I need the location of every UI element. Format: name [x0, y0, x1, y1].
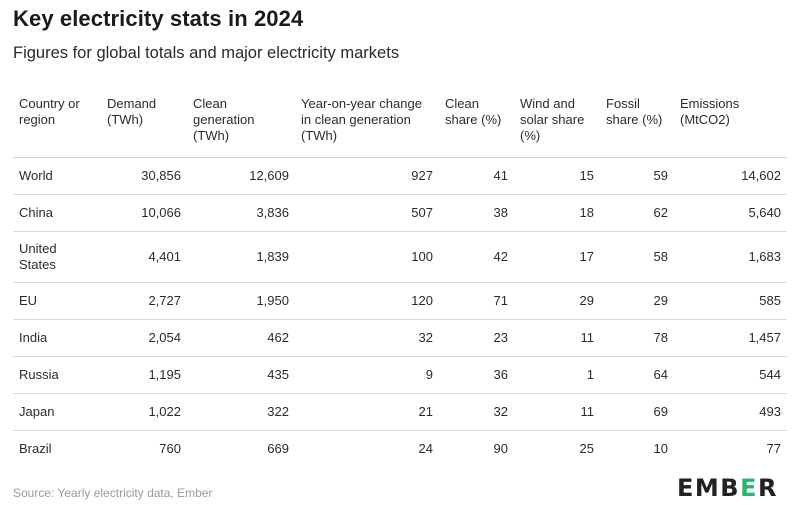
- table-cell: 38: [439, 194, 514, 232]
- column-header: Demand (TWh): [107, 96, 157, 127]
- table-cell: 18: [514, 194, 600, 232]
- chart-subtitle: Figures for global totals and major elec…: [13, 44, 400, 62]
- table-cell: 59: [600, 157, 674, 195]
- table-cell: 14,602: [674, 157, 787, 195]
- table-cell: 42: [439, 231, 514, 283]
- table-row: China 10,066 3,836 507 38 18 62 5,640: [13, 194, 787, 232]
- table-row: United States 4,401 1,839 100 42 17 58 1,683: [13, 231, 787, 283]
- table-row: India 2,054 462 32 23 11 78 1,457: [13, 319, 787, 357]
- source-note: Source: Yearly electricity data, Ember: [13, 486, 213, 500]
- table-cell: 2,054: [101, 319, 187, 357]
- table-cell: 1,457: [674, 319, 787, 357]
- table-cell: 12,609: [187, 157, 295, 195]
- table-cell: 435: [187, 356, 295, 394]
- row-label: EU: [13, 282, 101, 320]
- table-cell: 1,839: [187, 231, 295, 283]
- table-cell: 29: [600, 282, 674, 320]
- row-label: India: [13, 319, 101, 357]
- table-cell: 21: [295, 393, 439, 431]
- table-cell: 11: [514, 393, 600, 431]
- table-cell: 3,836: [187, 194, 295, 232]
- table-cell: 10,066: [101, 194, 187, 232]
- table-cell: 1: [514, 356, 600, 394]
- table-cell: 5,640: [674, 194, 787, 232]
- table-cell: 32: [439, 393, 514, 431]
- table-cell: 36: [439, 356, 514, 394]
- table-cell: 507: [295, 194, 439, 232]
- table-cell: 29: [514, 282, 600, 320]
- column-header: Year-on-year change in clean generation …: [301, 96, 422, 143]
- table-cell: 493: [674, 393, 787, 431]
- row-label: China: [13, 194, 101, 232]
- table-cell: 41: [439, 157, 514, 195]
- table-cell: 1,195: [101, 356, 187, 394]
- row-label: Russia: [13, 356, 101, 394]
- column-header: Wind and solar share (%): [520, 96, 585, 143]
- column-header: Fossil share (%): [606, 96, 663, 127]
- table-cell: 58: [600, 231, 674, 283]
- table-body: World 30,856 12,609 927 41 15 59 14,602 China 10,…: [13, 157, 787, 467]
- table-cell: 78: [600, 319, 674, 357]
- header-row: Country or region Demand (TWh) Clean gener…: [13, 88, 787, 158]
- table-cell: 10: [600, 430, 674, 467]
- table-cell: 585: [674, 282, 787, 320]
- table-cell: 927: [295, 157, 439, 195]
- table-cell: 11: [514, 319, 600, 357]
- table-row: World 30,856 12,609 927 41 15 59 14,602: [13, 157, 787, 195]
- table-cell: 100: [295, 231, 439, 283]
- table-cell: 15: [514, 157, 600, 195]
- table-cell: 25: [514, 430, 600, 467]
- table-cell: 9: [295, 356, 439, 394]
- table-cell: 669: [187, 430, 295, 467]
- table-cell: 24: [295, 430, 439, 467]
- table-cell: 1,022: [101, 393, 187, 431]
- table-cell: 1,683: [674, 231, 787, 283]
- ember-logo: EMBER: [677, 474, 778, 502]
- table-cell: 77: [674, 430, 787, 467]
- chart-title: Key electricity stats in 2024: [13, 6, 304, 31]
- column-header: Clean share (%): [445, 96, 502, 127]
- table-cell: 544: [674, 356, 787, 394]
- table-cell: 69: [600, 393, 674, 431]
- row-label: Japan: [13, 393, 101, 431]
- table-cell: 71: [439, 282, 514, 320]
- row-label: Brazil: [13, 430, 101, 467]
- table-row: Japan 1,022 322 21 32 11 69 493: [13, 393, 787, 431]
- table-row: Russia 1,195 435 9 36 1 64 544: [13, 356, 787, 394]
- table-cell: 4,401: [101, 231, 187, 283]
- table-cell: 62: [600, 194, 674, 232]
- column-header: Country or region: [19, 96, 80, 127]
- table-cell: 32: [295, 319, 439, 357]
- table-row: EU 2,727 1,950 120 71 29 29 585: [13, 282, 787, 320]
- table-cell: 30,856: [101, 157, 187, 195]
- table-cell: 23: [439, 319, 514, 357]
- table-cell: 64: [600, 356, 674, 394]
- column-header: Clean generation (TWh): [193, 96, 255, 143]
- table-cell: 90: [439, 430, 514, 467]
- stats-table: Country or region Demand (TWh) Clean gener…: [13, 88, 787, 467]
- table-cell: 2,727: [101, 282, 187, 320]
- row-label: United States: [13, 231, 101, 283]
- table-cell: 462: [187, 319, 295, 357]
- table-cell: 120: [295, 282, 439, 320]
- table-cell: 760: [101, 430, 187, 467]
- table-cell: 322: [187, 393, 295, 431]
- table-cell: 1,950: [187, 282, 295, 320]
- table-cell: 17: [514, 231, 600, 283]
- table-row: Brazil 760 669 24 90 25 10 77: [13, 430, 787, 467]
- row-label: World: [13, 157, 101, 195]
- column-header: Emissions (MtCO2): [680, 96, 740, 127]
